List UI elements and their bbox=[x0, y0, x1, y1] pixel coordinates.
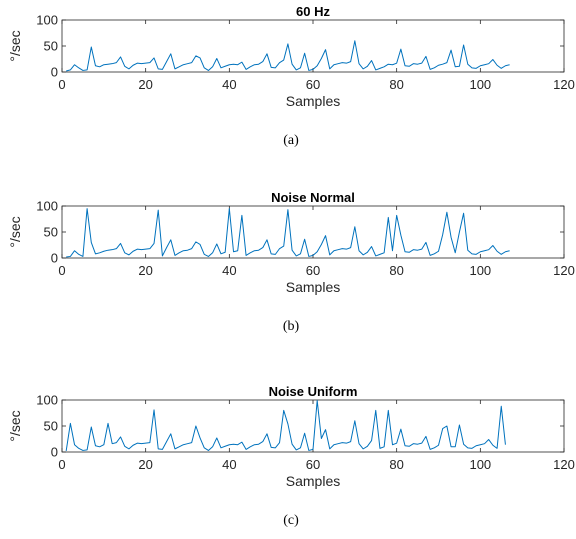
x-tick-label: 20 bbox=[138, 77, 152, 92]
x-tick-label: 0 bbox=[58, 263, 65, 278]
x-tick-label: 80 bbox=[389, 263, 403, 278]
axes-frame bbox=[61, 19, 565, 73]
x-tick-label: 20 bbox=[138, 457, 152, 472]
y-tick-label: 50 bbox=[44, 419, 58, 434]
x-tick-label: 100 bbox=[469, 263, 491, 278]
x-axis-label: Samples bbox=[286, 93, 340, 109]
x-tick-label: 0 bbox=[58, 77, 65, 92]
series-line bbox=[65, 400, 506, 452]
y-tick-label: 0 bbox=[51, 251, 58, 266]
axes-frame bbox=[61, 205, 565, 259]
series-line bbox=[66, 40, 510, 72]
y-tick-label: 50 bbox=[44, 39, 58, 54]
x-tick-label: 80 bbox=[389, 77, 403, 92]
y-tick-label: 0 bbox=[51, 445, 58, 460]
x-tick-label: 40 bbox=[222, 263, 236, 278]
y-tick-label: 50 bbox=[44, 225, 58, 240]
panel-caption: (c) bbox=[283, 513, 299, 528]
y-tick-label: 100 bbox=[36, 199, 58, 214]
y-tick-label: 0 bbox=[51, 65, 58, 80]
x-axis-label: Samples bbox=[286, 473, 340, 489]
x-tick-label: 60 bbox=[306, 457, 320, 472]
panel-caption: (b) bbox=[283, 319, 300, 334]
y-tick-label: 100 bbox=[36, 393, 58, 408]
chart-panel-2: Noise Normal 0 20 40 60 80 100 120 0 50 100 Samples… bbox=[7, 190, 575, 334]
x-tick-label: 40 bbox=[222, 457, 236, 472]
chart-title: 60 Hz bbox=[296, 4, 330, 19]
y-axis-label: °/sec bbox=[7, 216, 23, 247]
x-tick-label: 40 bbox=[222, 77, 236, 92]
chart-panel-1: 60 Hz 0 20 40 60 80 100 120 0 50 100 Samples °/sec (a… bbox=[7, 4, 575, 148]
x-tick-label: 120 bbox=[553, 457, 575, 472]
panel-caption: (a) bbox=[283, 133, 299, 148]
x-tick-label: 80 bbox=[389, 457, 403, 472]
x-tick-label: 120 bbox=[553, 263, 575, 278]
x-tick-label: 60 bbox=[306, 77, 320, 92]
x-tick-label: 100 bbox=[469, 457, 491, 472]
y-axis-label: °/sec bbox=[7, 30, 23, 61]
x-tick-label: 20 bbox=[138, 263, 152, 278]
y-axis-label: °/sec bbox=[7, 410, 23, 441]
x-tick-label: 100 bbox=[469, 77, 491, 92]
x-tick-label: 0 bbox=[58, 457, 65, 472]
x-tick-label: 120 bbox=[553, 77, 575, 92]
chart-panel-3: Noise Uniform 0 20 40 60 80 100 120 0 50 100 Sample… bbox=[7, 384, 575, 528]
series-line bbox=[66, 208, 510, 258]
y-tick-label: 100 bbox=[36, 13, 58, 28]
chart-title: Noise Normal bbox=[271, 190, 355, 205]
chart-title: Noise Uniform bbox=[269, 384, 358, 399]
x-axis-label: Samples bbox=[286, 279, 340, 295]
x-tick-label: 60 bbox=[306, 263, 320, 278]
